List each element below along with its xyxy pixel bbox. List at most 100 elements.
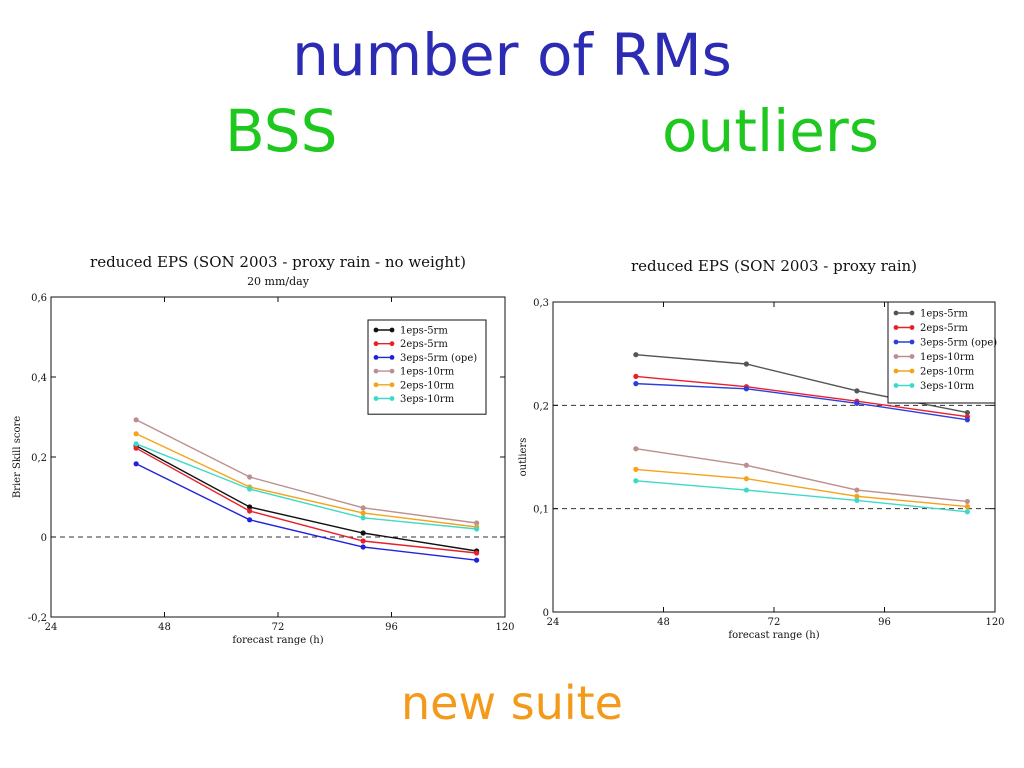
x-tick-label: 72 — [768, 617, 781, 628]
legend-label: 2eps-10rm — [920, 367, 975, 378]
data-point — [964, 498, 970, 505]
legend-label: 2eps-5rm — [400, 339, 448, 350]
data-point — [474, 520, 480, 526]
legend-marker — [893, 339, 899, 345]
data-point — [743, 386, 749, 392]
data-point — [360, 510, 366, 516]
legend-marker — [389, 355, 395, 360]
data-point — [633, 466, 639, 472]
legend-label: 1eps-5rm — [400, 326, 448, 337]
data-point — [133, 417, 139, 423]
legend-marker — [909, 310, 915, 316]
data-point — [474, 557, 480, 563]
data-point — [964, 417, 970, 423]
legend-marker — [373, 396, 379, 401]
data-point — [133, 445, 139, 451]
subtitle-outliers: outliers — [662, 97, 879, 165]
data-point — [633, 373, 639, 379]
series-line-2eps-10rm — [135, 433, 477, 528]
legend-label: 3eps-10rm — [400, 394, 455, 405]
y-tick-label: 0,2 — [31, 453, 47, 464]
data-point — [854, 388, 860, 394]
data-point — [133, 431, 139, 437]
data-point — [360, 544, 366, 550]
data-point — [743, 361, 749, 367]
legend-marker — [389, 327, 395, 333]
legend-label: 3eps-10rm — [920, 381, 975, 392]
x-tick-label: 48 — [158, 622, 171, 633]
legend-label: 1eps-10rm — [400, 367, 455, 378]
series-line-2eps-10rm — [635, 468, 968, 508]
data-point — [633, 381, 639, 387]
data-point — [247, 486, 253, 492]
data-point — [360, 515, 366, 521]
legend-marker — [909, 368, 915, 374]
legend-marker — [893, 325, 899, 330]
legend-marker — [909, 339, 915, 345]
data-point — [854, 493, 860, 499]
legend-marker — [893, 383, 899, 388]
y-tick-label: 0 — [41, 533, 47, 544]
bss-chart-svg: reduced EPS (SON 2003 - proxy rain - no … — [12, 253, 515, 646]
x-axis-label: forecast range (h) — [232, 635, 323, 646]
footer-text: new suite — [401, 676, 623, 730]
series-line-3eps-5rm (ope) — [635, 382, 968, 421]
y-tick-label: 0 — [543, 608, 549, 619]
chart-title: reduced EPS (SON 2003 - proxy rain) — [631, 257, 917, 275]
legend-marker — [373, 341, 379, 347]
data-point — [360, 530, 366, 536]
outliers-chart-svg: reduced EPS (SON 2003 - proxy rain) 24 48 7… — [518, 257, 1005, 641]
data-point — [133, 441, 139, 447]
slide-title: number of RMs — [292, 21, 732, 89]
legend-label: 3eps-5rm (ope) — [400, 353, 477, 364]
y-axis-label: outliers — [518, 438, 529, 477]
legend-marker — [893, 354, 899, 359]
data-point — [743, 487, 749, 493]
data-point — [133, 461, 139, 467]
data-point — [247, 504, 253, 510]
data-point — [474, 526, 480, 532]
legend-label: 3eps-5rm (ope) — [920, 338, 997, 349]
data-point — [633, 352, 639, 358]
legend-marker — [909, 325, 915, 330]
y-tick-label: 0,4 — [31, 373, 47, 384]
data-point — [964, 409, 970, 416]
data-point — [247, 517, 253, 523]
data-point — [633, 446, 639, 452]
data-point — [854, 487, 860, 493]
legend-marker — [389, 368, 395, 374]
y-tick-label: 0,2 — [533, 401, 549, 412]
series-line-3eps-10rm — [135, 443, 477, 530]
legend-label: 1eps-10rm — [920, 352, 975, 363]
x-tick-label: 120 — [985, 617, 1004, 628]
x-tick-label: 24 — [547, 617, 560, 628]
series-line-3eps-5rm (ope) — [135, 463, 477, 561]
data-point — [633, 478, 639, 484]
legend-marker — [909, 383, 915, 388]
legend-label: 1eps-5rm — [920, 309, 968, 320]
legend-marker — [389, 396, 395, 401]
series-line-2eps-5rm — [135, 447, 477, 554]
x-tick-label: 96 — [878, 617, 891, 628]
legend-marker — [373, 382, 379, 388]
series-line-2eps-5rm — [635, 375, 968, 418]
legend-marker — [389, 341, 395, 347]
series-line-1eps-10rm — [135, 419, 477, 524]
legend-marker — [373, 355, 379, 360]
bss-chart: reduced EPS (SON 2003 - proxy rain - no … — [8, 240, 518, 655]
y-tick-label: 0,1 — [533, 505, 549, 516]
data-point — [247, 508, 253, 514]
legend-marker — [373, 327, 379, 333]
data-point — [743, 462, 749, 468]
legend-label: 2eps-5rm — [920, 323, 968, 334]
legend-label: 2eps-10rm — [400, 380, 455, 391]
data-point — [474, 550, 480, 556]
legend-marker — [373, 368, 379, 374]
chart-title: reduced EPS (SON 2003 - proxy rain - no … — [90, 253, 466, 271]
y-tick-label: 0,6 — [31, 293, 47, 304]
data-point — [743, 476, 749, 482]
data-point — [360, 538, 366, 544]
legend-marker — [893, 310, 899, 316]
data-point — [360, 505, 366, 511]
x-tick-label: 72 — [272, 622, 285, 633]
